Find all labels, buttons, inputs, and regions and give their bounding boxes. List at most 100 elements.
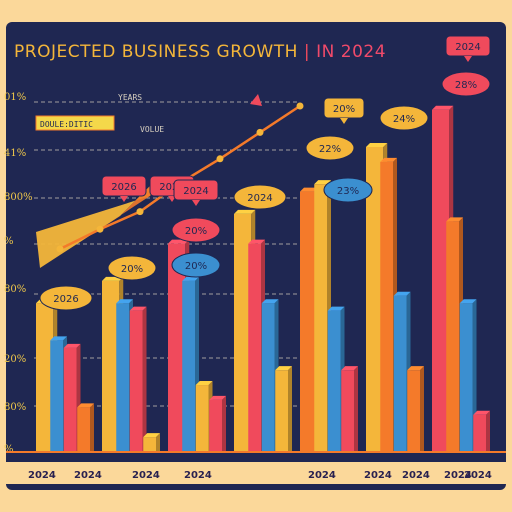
years-annotation: YEARS bbox=[118, 93, 142, 102]
y-tick-label: 20% bbox=[4, 354, 26, 365]
bar-top bbox=[327, 306, 345, 311]
data-label-bubble bbox=[171, 217, 221, 243]
bar bbox=[366, 146, 384, 452]
data-label: 20% bbox=[185, 261, 207, 272]
bar bbox=[168, 243, 186, 452]
bar-top bbox=[366, 142, 388, 147]
bar-top bbox=[50, 336, 67, 341]
data-label-bubble bbox=[107, 255, 157, 281]
trend-arrow bbox=[250, 94, 262, 106]
bar bbox=[77, 407, 90, 452]
bar-top bbox=[459, 299, 477, 304]
bar bbox=[327, 310, 341, 452]
y-tick-label: 80% bbox=[4, 284, 26, 295]
bar-side bbox=[142, 306, 147, 452]
y-tick-label: % bbox=[4, 236, 14, 247]
bar bbox=[407, 370, 420, 452]
bar bbox=[300, 191, 318, 452]
title-part-2: IN 2024 bbox=[316, 42, 387, 62]
trend-point bbox=[216, 155, 224, 163]
bar-top bbox=[209, 395, 226, 400]
data-label: 20% bbox=[185, 226, 207, 237]
data-label: 2024 bbox=[159, 182, 184, 193]
bar-side bbox=[90, 403, 94, 452]
bubble-pointer bbox=[120, 196, 128, 202]
x-tick-label: 2024 bbox=[444, 470, 472, 481]
bar bbox=[143, 437, 156, 452]
y-tick-label: 41% bbox=[4, 148, 26, 159]
data-label: 24% bbox=[393, 114, 415, 125]
bar-top bbox=[407, 366, 424, 371]
bubble-pointer bbox=[340, 118, 348, 124]
y-tick-label: 800% bbox=[4, 192, 33, 203]
data-label: 20% bbox=[333, 104, 355, 115]
data-label-bubble bbox=[323, 177, 373, 203]
bar-top bbox=[314, 180, 331, 185]
y-tick-label: 01% bbox=[4, 92, 26, 103]
bar bbox=[432, 109, 450, 452]
bar-top bbox=[432, 105, 454, 110]
bar-top bbox=[77, 403, 94, 408]
bar-top bbox=[393, 291, 411, 296]
title-part-1: PROJECTED BUSINESS GROWTH bbox=[14, 42, 298, 62]
bar-top bbox=[195, 381, 213, 386]
data-label: 22% bbox=[319, 144, 341, 155]
x-tick-label: 2024 bbox=[464, 470, 492, 481]
bar bbox=[234, 213, 252, 452]
title-divider: | bbox=[303, 42, 311, 62]
data-label: 23% bbox=[337, 186, 359, 197]
bar-top bbox=[63, 343, 81, 348]
bar bbox=[473, 414, 486, 452]
x-tick-label: 2024 bbox=[308, 470, 336, 481]
data-label: 2024 bbox=[455, 42, 480, 53]
trend-point bbox=[56, 245, 64, 253]
x-tick-label: 2024 bbox=[402, 470, 430, 481]
trend-point bbox=[96, 225, 104, 233]
x-tick-label: 2024 bbox=[364, 470, 392, 481]
bar-top bbox=[446, 217, 463, 222]
data-label: 2024 bbox=[247, 193, 272, 204]
y-tick-label: 80% bbox=[4, 402, 26, 413]
x-tick-label: 2024 bbox=[74, 470, 102, 481]
data-label-bubble bbox=[39, 285, 93, 311]
trend-point bbox=[256, 128, 264, 136]
volume-annotation: VOLUE bbox=[140, 125, 164, 134]
bar bbox=[50, 340, 63, 452]
bar bbox=[182, 280, 195, 452]
x-tick-label: 2024 bbox=[184, 470, 212, 481]
data-label-bubble bbox=[441, 71, 491, 97]
data-label: 2026 bbox=[111, 182, 136, 193]
bar-top bbox=[129, 306, 147, 311]
data-label-bubble bbox=[379, 105, 429, 131]
bar bbox=[116, 303, 129, 452]
bar bbox=[209, 399, 222, 452]
bar-top bbox=[182, 276, 199, 281]
bar bbox=[275, 370, 288, 452]
data-label: 2024 bbox=[183, 186, 208, 197]
bar-top bbox=[248, 239, 265, 244]
bar-side bbox=[420, 366, 424, 452]
bar bbox=[314, 184, 327, 452]
x-tick-label: 2024 bbox=[28, 470, 56, 481]
bar bbox=[63, 347, 77, 452]
bar-top bbox=[275, 366, 292, 371]
bar-top bbox=[116, 299, 133, 304]
bar bbox=[195, 385, 209, 452]
bar bbox=[36, 303, 54, 452]
bar-side bbox=[222, 395, 226, 452]
y-tick-label: % bbox=[4, 444, 14, 455]
bar bbox=[248, 243, 261, 452]
bar-top bbox=[380, 157, 397, 162]
bar bbox=[393, 295, 407, 452]
bar-side bbox=[486, 410, 490, 452]
trend-point bbox=[296, 102, 304, 110]
bar-top bbox=[473, 410, 490, 415]
trend-point bbox=[136, 208, 144, 216]
chart-title: PROJECTED BUSINESS GROWTH | IN 2024 bbox=[14, 42, 386, 62]
bar-side bbox=[156, 433, 160, 452]
bar bbox=[129, 310, 143, 452]
bubble-pointer bbox=[464, 56, 472, 62]
data-label-bubble bbox=[305, 135, 355, 161]
